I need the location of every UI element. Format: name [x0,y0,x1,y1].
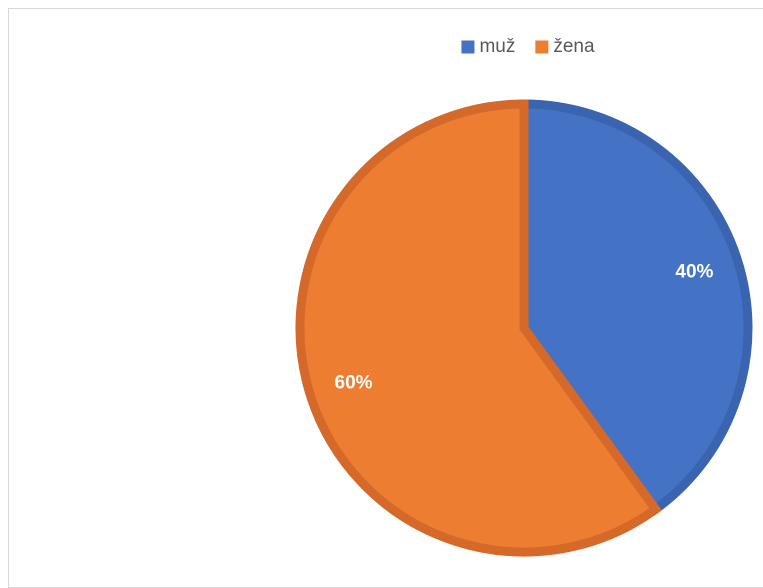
data-label-2: 60% [335,372,373,393]
legend-label-1: muž [479,36,515,57]
pie-slice-1 [519,99,753,516]
data-labels: 40% 60% [335,262,714,394]
legend-swatch-2 [535,40,549,54]
pie-slices [295,99,753,557]
legend-label-2: žena [553,36,595,57]
pie-slice-2 [295,99,662,557]
legend-swatch-1 [461,40,475,54]
legend: muž žena [461,36,595,57]
data-label-1: 40% [675,262,713,283]
